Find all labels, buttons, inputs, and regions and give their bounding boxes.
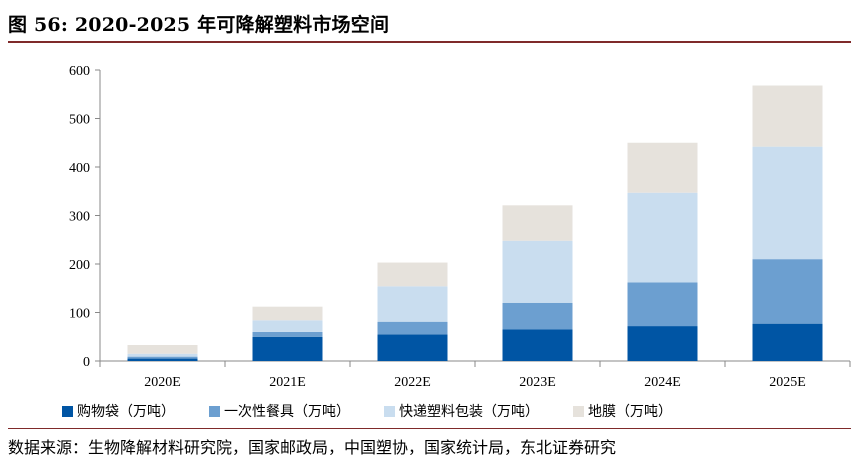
y-tick-label: 600: [69, 64, 90, 79]
bar-segment: [252, 336, 323, 361]
bar-segment: [752, 85, 823, 147]
bar-segment: [627, 192, 698, 283]
legend-label: 快递塑料包装（万吨）: [399, 404, 539, 420]
bar-segment: [627, 282, 698, 327]
legend-item: 快递塑料包装（万吨）: [384, 401, 539, 421]
y-tick-label: 400: [69, 161, 90, 176]
legend-swatch: [384, 405, 395, 417]
bar-segment: [752, 323, 823, 361]
bar-segment: [377, 286, 448, 322]
bar-segment: [127, 358, 198, 361]
bar-segment: [502, 302, 573, 330]
legend-item: 一次性餐具（万吨）: [209, 401, 350, 421]
bar-segment: [627, 142, 698, 193]
bar-segment: [502, 240, 573, 303]
legend-item: 购物袋（万吨）: [62, 401, 175, 421]
y-tick-label: 200: [69, 258, 90, 273]
bar-segment: [502, 329, 573, 361]
x-tick-label: 2022E: [394, 375, 431, 390]
legend-swatch: [62, 405, 73, 417]
y-tick-label: 500: [69, 113, 90, 128]
y-tick-label: 0: [83, 355, 90, 370]
title-divider: [8, 41, 851, 43]
bar-segment: [252, 306, 323, 321]
x-tick-label: 2025E: [769, 375, 806, 390]
bar-segment: [502, 205, 573, 241]
bar-segment: [252, 331, 323, 337]
legend-swatch: [573, 405, 584, 417]
x-tick-label: 2020E: [144, 375, 181, 390]
bar-segment: [377, 334, 448, 361]
bar-segment: [627, 326, 698, 361]
y-tick-label: 100: [69, 307, 90, 322]
bar-segment: [377, 321, 448, 335]
source-note: 数据来源：生物降解材料研究院，国家邮政局，中国塑协，国家统计局，东北证券研究: [8, 438, 617, 457]
x-tick-label: 2023E: [519, 375, 556, 390]
bar-segment: [252, 320, 323, 332]
legend-item: 地膜（万吨）: [573, 401, 672, 421]
legend-label: 一次性餐具（万吨）: [224, 404, 350, 420]
bar-segment: [127, 356, 198, 359]
x-tick-label: 2024E: [644, 375, 681, 390]
bar-segment: [752, 259, 823, 324]
y-tick-label: 300: [69, 210, 90, 225]
source-divider: [8, 428, 851, 429]
chart-title: 图 56: 2020-2025 年可降解塑料市场空间: [8, 14, 390, 36]
chart-legend: 购物袋（万吨） 一次性餐具（万吨） 快递塑料包装（万吨） 地膜（万吨）: [62, 401, 672, 421]
legend-swatch: [209, 405, 220, 417]
bar-segment: [127, 344, 198, 354]
legend-label: 地膜（万吨）: [588, 404, 672, 420]
x-tick-label: 2021E: [269, 375, 306, 390]
legend-label: 购物袋（万吨）: [77, 404, 175, 420]
bar-segment: [377, 262, 448, 287]
bar-segment: [752, 146, 823, 260]
bar-segment: [127, 353, 198, 357]
